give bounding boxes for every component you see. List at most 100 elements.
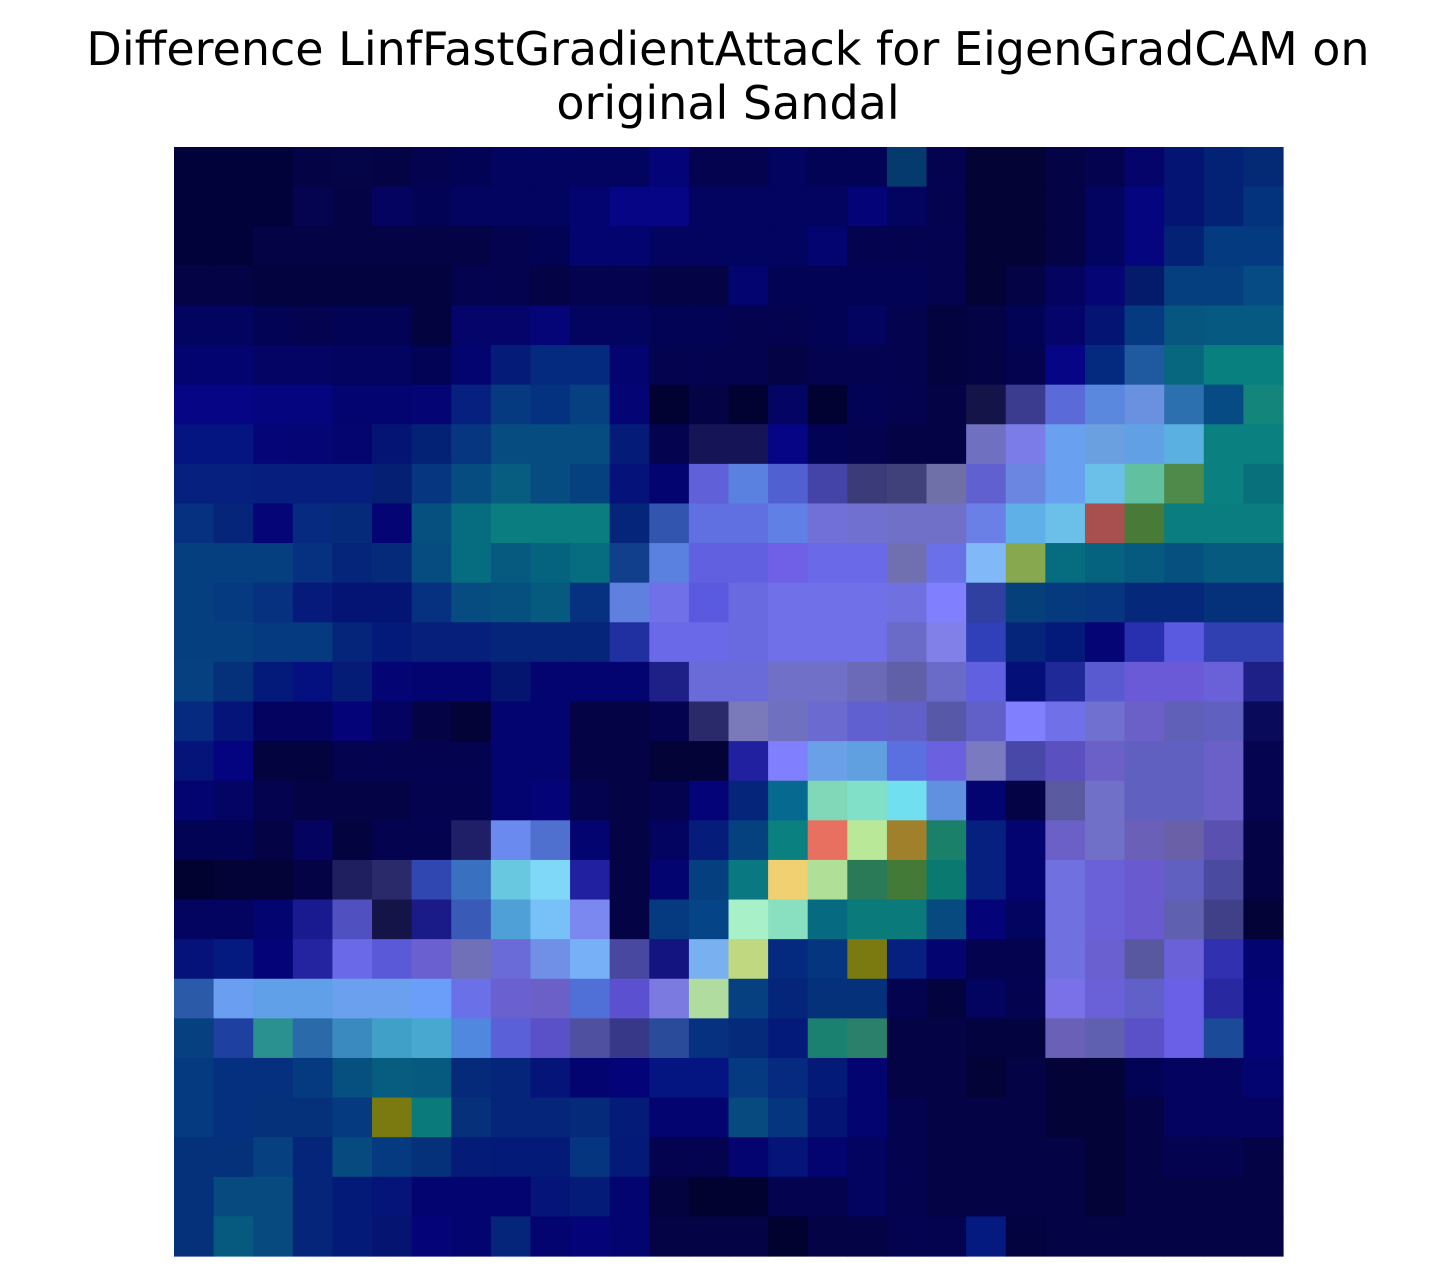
heatmap-cell-r20-c9 [530,939,571,980]
heatmap-cell-r19-c27 [1243,899,1284,940]
heatmap-cell-r1-c5 [372,186,413,227]
heatmap-cell-r19-c26 [1203,899,1244,940]
heatmap-cell-r24-c7 [451,1097,492,1138]
heatmap-cell-r9-c12 [649,503,690,544]
heatmap-cell-r22-c4 [332,1018,373,1059]
heatmap-cell-r17-c25 [1164,820,1205,861]
heatmap-cell-r22-c13 [688,1018,730,1059]
heatmap-cell-r3-c5 [372,265,413,307]
heatmap-cell-r22-c16 [807,1018,848,1059]
heatmap-cell-r22-c0 [174,1018,215,1059]
heatmap-cell-r21-c7 [451,978,492,1019]
heatmap-cell-r5-c21 [1005,345,1046,386]
heatmap-cell-r8-c22 [1045,463,1086,505]
heatmap-cell-r9-c2 [253,503,294,544]
heatmap-cell-r27-c25 [1164,1216,1205,1257]
heatmap-cell-r25-c14 [728,1137,769,1178]
heatmap-cell-r7-c27 [1243,424,1284,465]
heatmap-cell-r5-c14 [728,345,769,386]
heatmap-cell-r17-c7 [451,820,492,861]
heatmap-cell-r17-c5 [372,820,413,861]
heatmap-cell-r15-c21 [1005,741,1046,782]
heatmap-cell-r16-c8 [490,780,532,821]
heatmap-cell-r9-c21 [1005,503,1046,544]
heatmap-cell-r4-c12 [649,305,690,346]
heatmap-grid [174,147,1284,1257]
heatmap-cell-r12-c23 [1084,622,1126,663]
heatmap-cell-r17-c18 [886,820,928,861]
heatmap-cell-r8-c17 [847,463,888,505]
heatmap-cell-r6-c5 [372,384,413,425]
heatmap-cell-r20-c27 [1243,939,1284,980]
heatmap-cell-r24-c2 [253,1097,294,1138]
heatmap-cell-r2-c18 [886,226,928,267]
heatmap-cell-r26-c16 [807,1176,848,1217]
heatmap-cell-r20-c3 [292,939,334,980]
heatmap-cell-r21-c18 [886,978,928,1019]
heatmap-cell-r1-c9 [530,186,571,227]
heatmap-cell-r10-c26 [1203,543,1244,584]
heatmap-cell-r7-c2 [253,424,294,465]
heatmap-cell-r12-c16 [807,622,848,663]
heatmap-cell-r6-c13 [688,384,730,425]
heatmap-cell-r9-c9 [530,503,571,544]
heatmap-cell-r19-c22 [1045,899,1086,940]
heatmap-cell-r3-c7 [451,265,492,307]
heatmap-cell-r8-c14 [728,463,769,505]
heatmap-cell-r15-c26 [1203,741,1244,782]
heatmap-cell-r13-c21 [1005,661,1046,703]
heatmap-cell-r4-c4 [332,305,373,346]
heatmap-cell-r18-c23 [1084,859,1126,901]
heatmap-cell-r26-c18 [886,1176,928,1217]
heatmap-cell-r18-c9 [530,859,571,901]
heatmap-cell-r25-c3 [292,1137,334,1178]
heatmap-cell-r4-c17 [847,305,888,346]
heatmap-cell-r0-c9 [530,147,571,188]
heatmap-cell-r12-c14 [728,622,769,663]
heatmap-cell-r15-c17 [847,741,888,782]
heatmap-cell-r4-c13 [688,305,730,346]
heatmap-cell-r5-c3 [292,345,334,386]
heatmap-cell-r2-c7 [451,226,492,267]
heatmap-cell-r13-c9 [530,661,571,703]
heatmap-cell-r7-c23 [1084,424,1126,465]
heatmap-cell-r8-c3 [292,463,334,505]
heatmap-cell-r23-c8 [490,1057,532,1099]
heatmap-cell-r18-c8 [490,859,532,901]
heatmap-cell-r9-c17 [847,503,888,544]
heatmap-cell-r21-c13 [688,978,730,1019]
heatmap-cell-r5-c5 [372,345,413,386]
heatmap-cell-r2-c3 [292,226,334,267]
heatmap-cell-r19-c4 [332,899,373,940]
heatmap-cell-r26-c12 [649,1176,690,1217]
heatmap-cell-r11-c16 [807,582,848,623]
heatmap-cell-r16-c12 [649,780,690,821]
heatmap-cell-r20-c25 [1164,939,1205,980]
heatmap-cell-r15-c16 [807,741,848,782]
heatmap-cell-r27-c6 [411,1216,452,1257]
heatmap-cell-r13-c2 [253,661,294,703]
heatmap-cell-r22-c5 [372,1018,413,1059]
heatmap-cell-r15-c2 [253,741,294,782]
heatmap-cell-r21-c2 [253,978,294,1019]
heatmap-cell-r23-c9 [530,1057,571,1099]
heatmap-cell-r4-c10 [570,305,611,346]
heatmap-cell-r26-c2 [253,1176,294,1217]
heatmap-cell-r26-c17 [847,1176,888,1217]
heatmap-cell-r2-c14 [728,226,769,267]
heatmap-cell-r25-c6 [411,1137,452,1178]
heatmap-cell-r26-c0 [174,1176,215,1217]
heatmap-cell-r14-c27 [1243,701,1284,742]
heatmap-cell-r4-c1 [213,305,254,346]
heatmap-cell-r25-c17 [847,1137,888,1178]
heatmap-cell-r13-c7 [451,661,492,703]
heatmap-cell-r5-c25 [1164,345,1205,386]
heatmap-cell-r5-c2 [253,345,294,386]
heatmap-cell-r23-c4 [332,1057,373,1099]
heatmap-cell-r22-c3 [292,1018,334,1059]
heatmap-cell-r2-c22 [1045,226,1086,267]
heatmap-cell-r22-c23 [1084,1018,1126,1059]
heatmap-cell-r25-c26 [1203,1137,1244,1178]
heatmap-cell-r4-c19 [926,305,967,346]
